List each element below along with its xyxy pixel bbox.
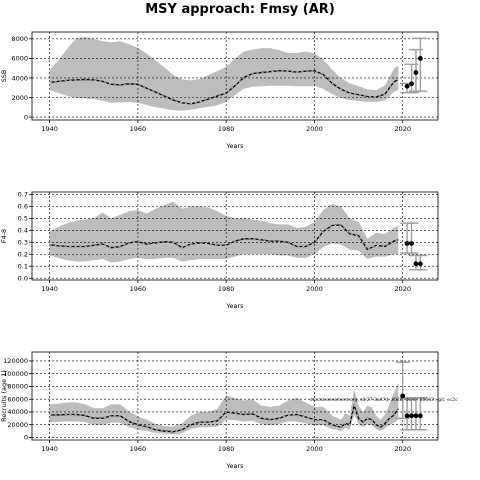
y-tick-label: 4000 — [11, 74, 28, 82]
x-tick-label: 1940 — [41, 285, 58, 293]
estimate-line-dashes — [49, 224, 399, 250]
axes-frame — [31, 191, 439, 281]
forecast-point — [417, 413, 423, 419]
y-axis-label: SSB — [0, 70, 8, 83]
confidence-band — [49, 383, 399, 435]
x-tick-label: 1960 — [130, 285, 147, 293]
forecast-point — [417, 56, 423, 61]
x-tick-label: 2000 — [306, 285, 323, 293]
x-tick-label: 1960 — [130, 445, 147, 453]
y-axis-label: F4-8 — [0, 229, 8, 243]
y-tick-label: 0.6 — [18, 203, 28, 211]
x-tick-label: 1960 — [130, 125, 147, 133]
y-tick-label: 2000 — [11, 94, 28, 102]
panel-2: 1940 1960 1980 2000 2020 0.0 0.1 0.2 0.3 0.4 0.5 0.… — [0, 191, 439, 310]
forecast-point — [409, 81, 414, 87]
y-tick-label: 0.4 — [18, 227, 28, 235]
y-tick-label: 0.7 — [18, 191, 28, 199]
forecast-point — [413, 261, 419, 267]
x-tick-label: 1980 — [218, 125, 235, 133]
forecast-point — [413, 70, 419, 75]
y-tick-label: 0 — [24, 434, 28, 442]
figure-title: MSY approach: Fmsy (AR) — [145, 2, 335, 17]
x-tick-label: 2020 — [394, 285, 411, 293]
y-tick-label: 0 — [24, 113, 28, 121]
forecast-point — [404, 241, 410, 246]
forecast-point — [404, 83, 410, 89]
y-tick-label: 40000 — [7, 408, 28, 416]
x-axis-label: Years — [225, 302, 244, 310]
y-tick-label: 20000 — [7, 421, 28, 429]
panel-1: 1940 1960 1980 2000 2020 0 2000 4000 6000 8000 Yea… — [0, 31, 439, 150]
stock-assessment-note: stockassessment.org, sd:27.3a47d, 2020, … — [310, 397, 458, 403]
y-tick-label: 6000 — [11, 55, 28, 63]
y-tick-label: 0.5 — [18, 215, 28, 223]
axes-frame — [31, 351, 439, 441]
x-tick-label: 1980 — [218, 285, 235, 293]
x-tick-label: 2000 — [306, 445, 323, 453]
forecast-point — [409, 413, 414, 419]
confidence-band — [49, 201, 399, 263]
panel-3: 1940 1960 1980 2000 2020 0 20000 40000 60000 8000… — [0, 351, 439, 470]
y-tick-label: 0.3 — [18, 239, 28, 247]
x-tick-label: 1940 — [41, 125, 58, 133]
x-tick-label: 2020 — [394, 445, 411, 453]
forecast-point — [409, 241, 414, 246]
y-tick-label: 0.1 — [18, 263, 28, 271]
y-tick-label: 100000 — [3, 370, 28, 378]
x-tick-label: 1940 — [41, 445, 58, 453]
forecast-point — [400, 393, 406, 399]
axes-frame — [31, 31, 439, 121]
y-axis-label: Recruits (age 1) — [0, 370, 8, 422]
x-tick-label: 2020 — [394, 125, 411, 133]
forecast-point — [404, 413, 410, 419]
y-tick-label: 120000 — [3, 357, 28, 365]
y-tick-label: 0.2 — [18, 251, 28, 259]
forecast-point — [417, 261, 423, 267]
estimate-line — [49, 69, 399, 105]
x-tick-label: 2000 — [306, 125, 323, 133]
confidence-band — [49, 36, 399, 111]
y-tick-label: 80000 — [7, 383, 28, 391]
y-tick-label: 0.0 — [18, 275, 28, 283]
x-axis-label: Years — [225, 462, 244, 470]
y-tick-label: 60000 — [7, 395, 28, 403]
y-tick-label: 8000 — [11, 35, 28, 43]
x-tick-label: 1980 — [218, 445, 235, 453]
estimate-line-dashes — [49, 404, 399, 433]
forecast-point — [413, 413, 419, 419]
x-axis-label: Years — [225, 142, 244, 150]
